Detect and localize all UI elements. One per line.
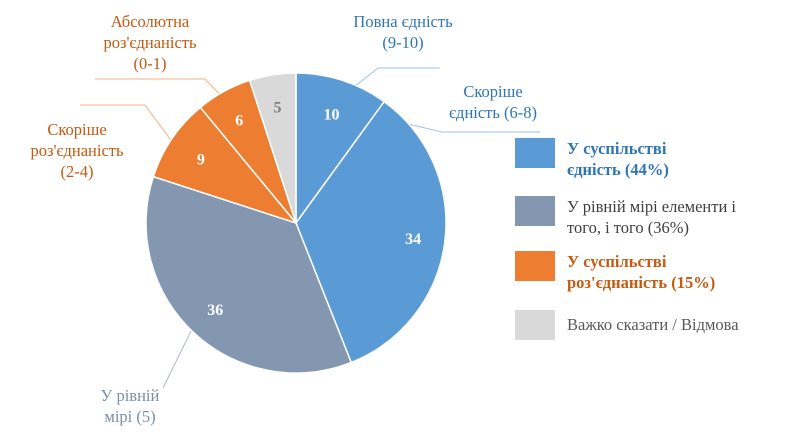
callout-line: Скоріше bbox=[463, 82, 523, 101]
legend-item-unity: У суспільстві єдність (44%) bbox=[515, 138, 797, 180]
legend-item-hard-to-say: Важко сказати / Відмова bbox=[515, 310, 797, 340]
legend-line: роз'єднаність (15%) bbox=[567, 273, 716, 292]
legend-line: У суспільстві bbox=[567, 139, 667, 158]
callout-line: Скоріше bbox=[47, 120, 107, 139]
callout-absolute-disunity: Абсолютна роз'єднаність (0-1) bbox=[85, 11, 215, 74]
slice-value-label: 34 bbox=[405, 231, 421, 248]
leader-line bbox=[95, 78, 229, 104]
slice-value-label: 5 bbox=[274, 100, 282, 117]
leader-line bbox=[80, 104, 179, 151]
pie-slice bbox=[152, 106, 299, 225]
slice-value-label: 6 bbox=[235, 113, 243, 130]
legend-swatch bbox=[515, 138, 555, 168]
legend-line: єдність (44%) bbox=[567, 160, 669, 179]
legend-line: У суспільстві bbox=[567, 252, 667, 271]
legend-item-equal: У рівній мірі елементи і того, і того (3… bbox=[515, 196, 797, 238]
callout-line: Абсолютна bbox=[110, 12, 190, 31]
pie-slice bbox=[248, 72, 297, 224]
legend-label: У рівній мірі елементи і того, і того (3… bbox=[567, 196, 797, 238]
callout-rather-unity: Скоріше єдність (6-8) bbox=[438, 81, 548, 123]
legend-label: У суспільстві єдність (44%) bbox=[567, 138, 797, 180]
callout-full-unity: Повна єдність (9-10) bbox=[348, 11, 458, 53]
slice-value-label: 10 bbox=[324, 107, 340, 124]
legend-swatch bbox=[515, 310, 555, 340]
legend-swatch bbox=[515, 251, 555, 281]
callout-line: (9-10) bbox=[382, 33, 424, 52]
legend-label: У суспільстві роз'єднаність (15%) bbox=[567, 251, 797, 293]
callout-line: роз'єднаність bbox=[30, 141, 124, 160]
slice-value-label: 36 bbox=[207, 302, 223, 319]
slice-value-label: 9 bbox=[197, 151, 205, 168]
callout-line: Повна єдність bbox=[353, 12, 453, 31]
callout-line: мірі (5) bbox=[104, 407, 156, 426]
leader-line bbox=[162, 322, 196, 389]
legend-line: Важко сказати / Відмова bbox=[567, 315, 739, 334]
callout-equal-measure: У рівній мірі (5) bbox=[60, 385, 200, 427]
slice-value-labels: 10 34 36 9 6 5 bbox=[197, 100, 421, 320]
legend-item-disunity: У суспільстві роз'єднаність (15%) bbox=[515, 251, 797, 293]
callout-line: (0-1) bbox=[133, 54, 167, 73]
callout-line: У рівній bbox=[100, 386, 160, 405]
legend-line: У рівній мірі елементи і bbox=[567, 197, 737, 216]
callout-line: роз'єднаність bbox=[103, 33, 197, 52]
pie-slice bbox=[295, 72, 386, 226]
callout-line: (2-4) bbox=[60, 162, 94, 181]
callout-rather-disunity: Скоріше роз'єднаність (2-4) bbox=[18, 119, 136, 182]
pie-slice bbox=[145, 175, 353, 374]
callout-line: єдність (6-8) bbox=[448, 103, 538, 122]
legend-label: Важко сказати / Відмова bbox=[567, 310, 797, 335]
legend-swatch bbox=[515, 196, 555, 226]
pie-slice bbox=[295, 100, 447, 364]
legend-line: того, і того (36%) bbox=[567, 218, 690, 237]
pie-slices bbox=[145, 72, 447, 374]
